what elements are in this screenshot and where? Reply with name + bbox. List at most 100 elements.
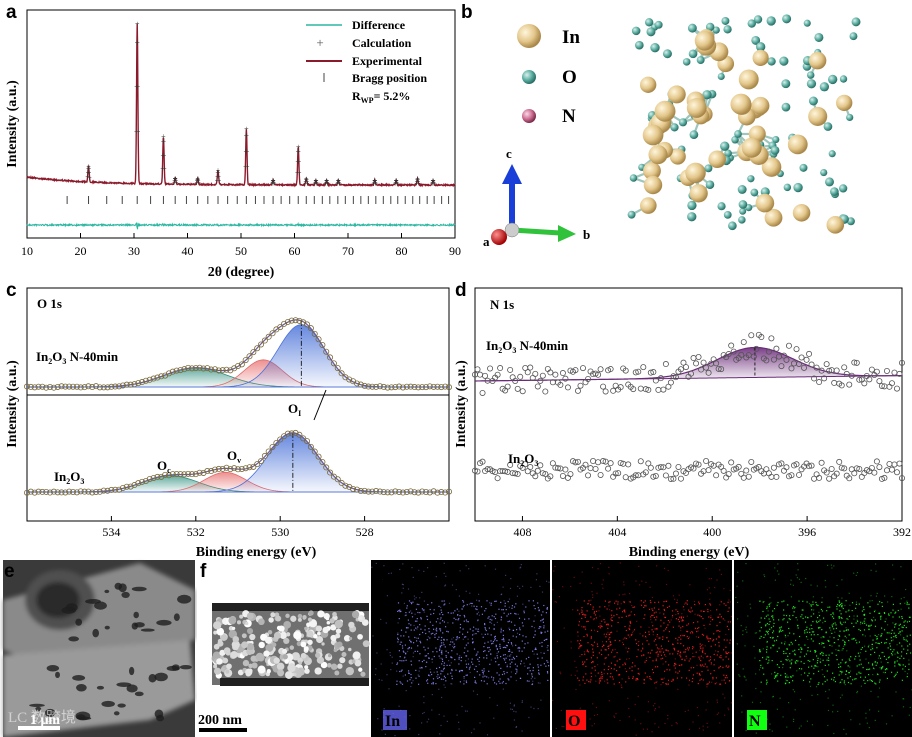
eds-signal-dot bbox=[445, 650, 447, 652]
eds-signal-dot bbox=[831, 652, 833, 654]
o1s-data-point bbox=[227, 466, 234, 473]
lattice-o-atom bbox=[662, 49, 672, 59]
eds-signal-dot bbox=[441, 636, 443, 639]
eds-signal-dot bbox=[864, 635, 866, 637]
eds-signal-dot bbox=[792, 584, 794, 586]
lattice-in-atom bbox=[689, 184, 708, 203]
n1s-data-point-top bbox=[838, 382, 845, 389]
eds-signal-dot bbox=[610, 643, 612, 646]
sem-pore bbox=[140, 628, 155, 632]
eds-signal-dot bbox=[770, 627, 773, 629]
sem-pore bbox=[177, 594, 192, 604]
eds-signal-dot bbox=[410, 664, 413, 666]
eds-signal-dot bbox=[546, 638, 548, 640]
eds-signal-dot bbox=[546, 660, 548, 662]
eds-signal-dot bbox=[576, 670, 578, 672]
eds-signal-dot bbox=[848, 615, 851, 617]
eds-signal-dot bbox=[439, 613, 441, 615]
eds-signal-dot bbox=[780, 660, 782, 663]
eds-signal-dot bbox=[829, 606, 831, 608]
eds-signal-dot bbox=[687, 709, 689, 711]
eds-signal-dot bbox=[822, 652, 824, 654]
eds-signal-dot bbox=[500, 616, 502, 618]
eds-signal-dot bbox=[592, 596, 594, 599]
n1s-data-point-bottom bbox=[562, 466, 569, 473]
eds-signal-dot bbox=[426, 679, 429, 681]
eds-signal-dot bbox=[822, 673, 824, 676]
lattice-o-atom bbox=[814, 32, 824, 42]
lattice-o-atom bbox=[823, 122, 833, 131]
eds-signal-dot bbox=[725, 665, 727, 667]
eds-signal-dot bbox=[516, 629, 518, 631]
eds-signal-dot bbox=[728, 658, 730, 660]
o1s-data-point bbox=[70, 488, 77, 495]
n1s-data-point-top bbox=[585, 375, 592, 382]
tem-pore bbox=[334, 619, 343, 629]
eds-signal-dot bbox=[706, 722, 708, 724]
tem-pore bbox=[270, 612, 276, 618]
o1s-data-point bbox=[173, 367, 180, 374]
eds-signal-dot bbox=[714, 683, 716, 685]
n1s-data-point-bottom bbox=[783, 464, 790, 471]
eds-signal-dot bbox=[610, 641, 612, 643]
lattice-in-atom bbox=[639, 76, 657, 93]
eds-signal-dot bbox=[452, 612, 454, 614]
eds-signal-dot bbox=[592, 648, 594, 650]
n1s-tick-label: 408 bbox=[513, 525, 531, 539]
eds-signal-dot bbox=[423, 659, 425, 661]
eds-signal-dot bbox=[810, 638, 812, 640]
eds-signal-dot bbox=[640, 600, 642, 602]
eds-signal-dot bbox=[831, 567, 833, 569]
eds-signal-dot bbox=[654, 703, 656, 705]
eds-signal-dot bbox=[831, 616, 834, 618]
xrd-calc-point: + bbox=[337, 178, 342, 187]
eds-signal-dot bbox=[698, 656, 700, 658]
tem-pore bbox=[362, 640, 370, 648]
eds-signal-dot bbox=[532, 650, 534, 652]
eds-signal-dot bbox=[874, 609, 876, 612]
eds-signal-dot bbox=[381, 679, 383, 681]
eds-signal-dot bbox=[537, 657, 539, 659]
n1s-data-point-bottom bbox=[549, 460, 556, 467]
eds-signal-dot bbox=[417, 650, 419, 652]
eds-signal-dot bbox=[744, 676, 746, 678]
eds-signal-dot bbox=[406, 627, 408, 629]
n1s-data-point-bottom bbox=[587, 465, 594, 472]
eds-signal-dot bbox=[707, 637, 710, 639]
eds-signal-dot bbox=[515, 603, 517, 605]
xrd-calc-point: + bbox=[324, 178, 329, 187]
eds-signal-dot bbox=[405, 631, 407, 633]
o1s-data-point bbox=[85, 383, 92, 390]
eds-signal-dot bbox=[413, 642, 415, 644]
eds-signal-dot bbox=[766, 606, 768, 608]
eds-signal-dot bbox=[685, 648, 687, 651]
eds-signal-dot bbox=[419, 633, 421, 636]
eds-signal-dot bbox=[429, 675, 431, 677]
eds-signal-dot bbox=[674, 658, 676, 660]
eds-signal-dot bbox=[400, 635, 402, 637]
eds-signal-dot bbox=[539, 642, 541, 644]
eds-signal-dot bbox=[421, 608, 423, 610]
watermark: LC 数跨境 bbox=[8, 708, 76, 726]
eds-signal-dot bbox=[747, 615, 749, 617]
eds-signal-dot bbox=[648, 643, 650, 645]
eds-signal-dot bbox=[489, 663, 491, 665]
eds-signal-dot bbox=[830, 614, 832, 616]
xrd-calc-point: + bbox=[394, 177, 399, 186]
eds-signal-dot bbox=[531, 674, 533, 676]
eds-signal-dot bbox=[515, 636, 517, 638]
eds-signal-dot bbox=[875, 642, 877, 644]
eds-signal-dot bbox=[489, 697, 491, 699]
eds-signal-dot bbox=[657, 655, 659, 657]
eds-signal-dot bbox=[724, 714, 726, 716]
o1s-data-point bbox=[323, 348, 330, 355]
eds-signal-dot bbox=[856, 642, 858, 644]
eds-signal-dot bbox=[839, 630, 841, 632]
eds-signal-dot bbox=[552, 589, 554, 591]
sem-pore bbox=[154, 672, 168, 682]
xrd-calc-point: + bbox=[270, 179, 275, 188]
tem-pore bbox=[326, 662, 332, 668]
eds-signal-dot bbox=[421, 722, 423, 724]
eds-signal-dot bbox=[505, 574, 507, 576]
eds-signal-dot bbox=[841, 602, 843, 604]
